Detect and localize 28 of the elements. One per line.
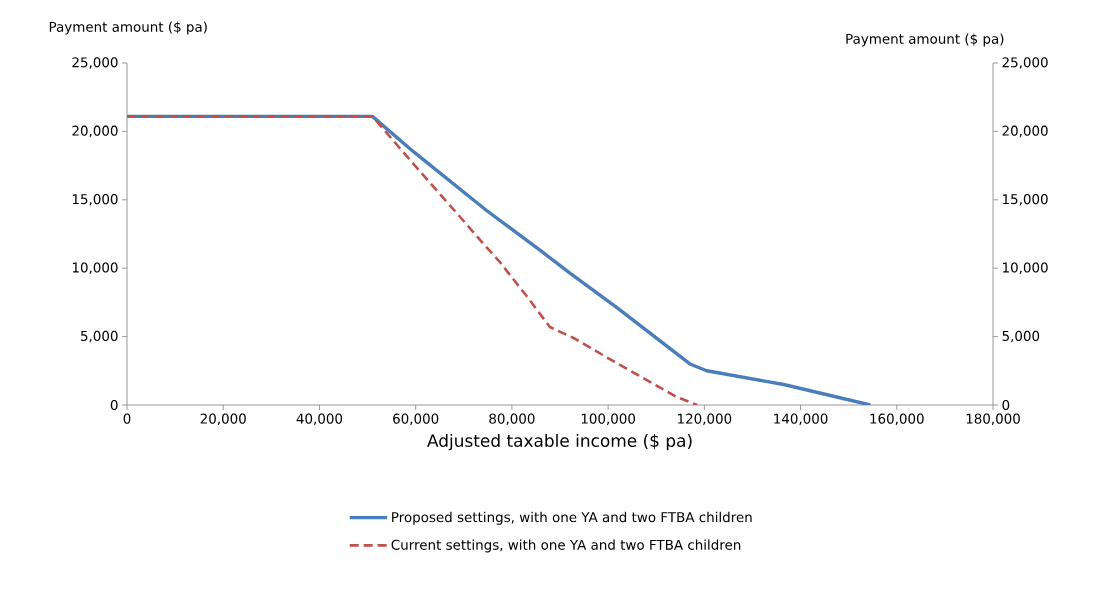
y2-tick-label: 5,000 xyxy=(81,330,118,343)
y2-tick-label: 0 xyxy=(110,399,118,411)
text: Payment amount ($ pa) xyxy=(846,33,1004,47)
y2-tick-label: 10,000 xyxy=(72,262,118,274)
x-tick-label: 60,000 xyxy=(393,413,439,426)
x-axis-title: Adjusted taxable income ($ pa) xyxy=(427,433,692,451)
text: Payment amount ($ pa) xyxy=(49,21,207,35)
y2-tick-label: 15,000 xyxy=(72,194,118,206)
x-tick-label: 20,000 xyxy=(200,413,246,426)
x-tick-label: 140,000 xyxy=(774,413,828,426)
y2-tick-label: 20,000 xyxy=(72,125,118,138)
x-tick-label: 0 xyxy=(123,413,131,424)
x-tick-label: 80,000 xyxy=(489,413,535,426)
legend-label: Proposed settings, with one YA and two FTBA children xyxy=(392,511,752,525)
legend-label: Current settings, with one YA and two FTBA children xyxy=(391,539,741,553)
y-tick-label: 10,000 xyxy=(1003,262,1048,274)
x-tick-label: 100,000 xyxy=(581,413,636,426)
line-series xyxy=(127,115,699,405)
y-tick-label: 5,000 xyxy=(1002,330,1040,343)
x-tick-label: 160,000 xyxy=(870,413,924,426)
y2-tick-label: 25,000 xyxy=(72,57,118,69)
x-tick-label: 180,000 xyxy=(966,413,1020,426)
y-tick-label: 15,000 xyxy=(1003,194,1048,206)
y-tick-label: 25,000 xyxy=(1002,57,1048,69)
y-tick-label: 0 xyxy=(1002,399,1010,411)
x-tick-label: 40,000 xyxy=(296,413,343,426)
y-tick-label: 20,000 xyxy=(1002,125,1048,138)
x-tick-label: 120,000 xyxy=(678,413,732,426)
